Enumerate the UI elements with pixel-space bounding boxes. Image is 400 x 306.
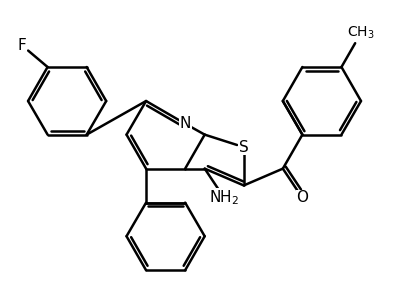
Text: NH$_2$: NH$_2$ [209,188,239,207]
Text: S: S [239,140,249,155]
Text: N: N [180,116,191,131]
Text: O: O [296,190,308,205]
Text: CH$_3$: CH$_3$ [347,25,375,41]
Text: F: F [18,38,26,53]
